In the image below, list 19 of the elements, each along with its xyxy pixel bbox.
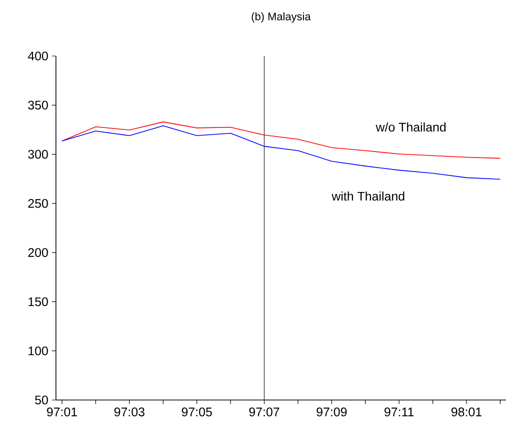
x-tick-label: 97:07 <box>249 408 280 416</box>
y-tick-label: 300 <box>28 150 48 159</box>
y-tick-label: 250 <box>28 199 48 208</box>
chart-title: (b) Malaysia <box>252 12 311 22</box>
x-tick-label: 97:01 <box>46 408 77 416</box>
y-tick-label: 150 <box>28 297 48 306</box>
y-tick-label: 350 <box>28 100 48 110</box>
x-tick-label: 97:11 <box>384 408 414 416</box>
y-tick-label: 400 <box>28 52 48 60</box>
series-label: w/o Thailand <box>376 122 446 132</box>
y-tick-label: 50 <box>35 396 48 404</box>
x-tick-label: 97:05 <box>182 408 212 416</box>
y-tick-label: 200 <box>28 248 48 257</box>
y-tick-label: 100 <box>28 346 48 356</box>
line-series <box>62 122 501 159</box>
x-tick-label: 97:03 <box>114 408 144 416</box>
x-tick-label: 98:01 <box>451 408 482 416</box>
series-label: with Thailand <box>332 192 404 201</box>
x-tick-label: 97:09 <box>316 408 347 416</box>
